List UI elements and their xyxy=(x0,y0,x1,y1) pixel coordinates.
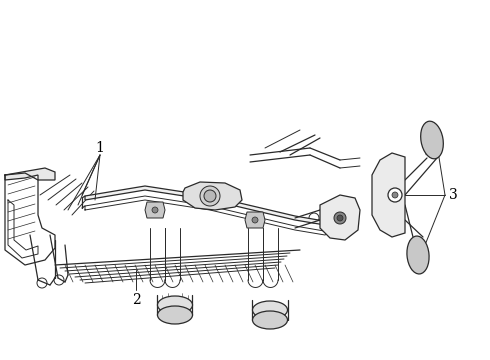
Ellipse shape xyxy=(252,311,288,329)
Ellipse shape xyxy=(407,236,429,274)
Text: 3: 3 xyxy=(449,188,457,202)
Circle shape xyxy=(392,192,398,198)
Polygon shape xyxy=(145,202,165,218)
Text: 1: 1 xyxy=(96,141,104,155)
Polygon shape xyxy=(5,168,55,180)
Circle shape xyxy=(334,212,346,224)
Ellipse shape xyxy=(252,301,288,319)
Circle shape xyxy=(152,207,158,213)
Polygon shape xyxy=(85,186,330,225)
Ellipse shape xyxy=(157,306,193,324)
Ellipse shape xyxy=(421,121,443,159)
Polygon shape xyxy=(183,182,242,210)
Circle shape xyxy=(252,217,258,223)
Circle shape xyxy=(200,186,220,206)
Circle shape xyxy=(337,215,343,221)
Polygon shape xyxy=(372,153,405,237)
Text: 2: 2 xyxy=(132,293,140,307)
Polygon shape xyxy=(245,212,265,228)
Circle shape xyxy=(388,188,402,202)
Circle shape xyxy=(204,190,216,202)
Ellipse shape xyxy=(157,296,193,314)
Polygon shape xyxy=(320,195,360,240)
